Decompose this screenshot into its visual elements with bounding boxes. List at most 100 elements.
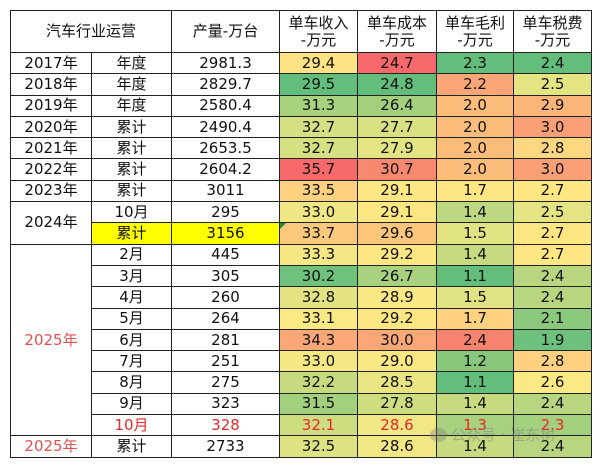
year-cell: 2020年 [10,115,92,139]
tax-cell: 2.7 [513,243,592,266]
table-row: 2025年 2月 445 33.3 29.2 1.4 2.7 [10,243,592,437]
tax-cell: 2.7 [513,222,592,245]
margin-cell: 2.0 [436,94,514,117]
production-cell: 2981.3 [171,51,280,75]
revenue-cell: 32.2 [279,371,358,394]
period-cell: 年度 [91,73,172,96]
margin-cell: 1.1 [436,264,514,288]
margin-cell: 1.7 [436,307,514,330]
tax-cell: 3.0 [513,158,592,181]
margin-cell: 1.4 [436,201,514,224]
year-cell: 2025年 [10,243,92,437]
margin-cell: 1.4 [436,243,514,266]
margin-cell: 1.3 [436,414,514,437]
tax-cell: 2.9 [513,94,592,117]
period-cell: 累计 [91,435,172,458]
year-cell: 2019年 [10,94,92,117]
year-cell: 2017年 [10,51,92,75]
cost-cell: 29.0 [357,350,437,373]
tax-cell: 2.1 [513,307,592,330]
revenue-cell: 29.5 [279,73,358,96]
tax-cell: 2.3 [513,414,592,437]
period-cell: 累计 [91,179,172,203]
cost-cell: 29.2 [357,307,437,330]
table-row: 2022年 累计 2604.2 35.7 30.7 2.0 3.0 [10,158,592,181]
revenue-cell: 32.8 [279,286,358,309]
table-row: 2024年 10月 295 33.0 29.1 1.4 2.5 [10,201,592,245]
cost-cell: 28.5 [357,371,437,394]
production-cell: 2733 [171,435,280,458]
revenue-cell: 32.5 [279,435,358,458]
cost-cell: 29.6 [357,222,437,245]
revenue-cell: 33.0 [279,350,358,373]
tax-cell: 2.4 [513,286,592,309]
tax-cell: 2.4 [513,435,592,458]
year-cell: 2022年 [10,158,92,181]
table-row: 4月 260 32.8 28.9 1.5 2.4 [11,286,592,309]
production-cell: 2580.4 [171,94,280,117]
revenue-cell: 33.0 [279,201,358,224]
production-cell: 328 [171,414,280,437]
tax-cell: 2.8 [513,350,592,373]
production-cell: 2829.7 [171,73,280,96]
cost-cell: 26.7 [357,264,437,288]
table-row: 9月 323 31.5 27.8 1.4 2.4 [11,392,592,416]
period-cell: 年度 [91,94,172,117]
header-tax: 单车税费 -万元 [513,10,592,53]
cost-cell: 30.0 [357,328,437,352]
margin-cell: 1.5 [436,286,514,309]
tax-cell: 2.4 [513,264,592,288]
header-revenue: 单车收入 -万元 [279,10,358,53]
revenue-cell: 32.7 [279,115,358,139]
revenue-cell: 35.7 [279,158,358,181]
cost-cell: 29.2 [357,243,437,266]
tax-cell: 2.5 [513,73,592,96]
period-cell: 3月 [91,264,172,288]
production-cell: 323 [171,392,280,416]
production-cell: 305 [171,264,280,288]
header-production: 产量-万台 [171,10,280,53]
period-cell: 累计 [91,137,172,160]
year-cell: 2025年 [10,435,92,458]
table-row: 5月 264 33.1 29.2 1.7 2.1 [11,307,592,330]
revenue-cell: 31.5 [279,392,358,416]
period-cell: 8月 [91,371,172,394]
tax-cell: 2.4 [513,392,592,416]
period-cell: 4月 [91,286,172,309]
year-cell: 2021年 [10,137,92,160]
production-cell: 295 [171,201,280,224]
period-cell: 2月 [91,243,172,266]
production-cell: 2653.5 [171,137,280,160]
cost-cell: 30.7 [357,158,437,181]
table-row: 8月 275 32.2 28.5 1.1 2.6 [11,371,592,394]
table-row: 2019年 年度 2580.4 31.3 26.4 2.0 2.9 [10,94,592,117]
cost-cell: 26.4 [357,94,437,117]
revenue-cell: 32.1 [279,414,358,437]
cost-cell: 24.7 [357,51,437,75]
cost-cell: 28.9 [357,286,437,309]
cost-cell: 29.1 [357,179,437,203]
tax-cell: 2.8 [513,137,592,160]
revenue-cell: 33.7 [279,222,358,245]
header-row: 汽车行业运营 产量-万台 单车收入 -万元 单车成本 -万元 单车毛利 -万元 单车税… [10,10,592,53]
margin-cell: 1.1 [436,371,514,394]
margin-cell: 2.0 [436,137,514,160]
table-row: 2017年 年度 2981.3 29.4 24.7 2.3 2.4 [10,51,592,75]
margin-cell: 2.2 [436,73,514,96]
production-cell: 281 [171,328,280,352]
tax-cell: 2.5 [513,201,592,224]
cost-cell: 28.6 [357,414,437,437]
table-row: 累计 3156 33.7 29.6 1.5 2.7 [11,222,592,245]
revenue-cell: 32.7 [279,137,358,160]
revenue-cell: 33.1 [279,307,358,330]
margin-cell: 1.2 [436,350,514,373]
table-row: 2018年 年度 2829.7 29.5 24.8 2.2 2.5 [10,73,592,96]
table-row: 2023年 累计 3011 33.5 29.1 1.7 2.7 [10,179,592,203]
production-cell: 275 [171,371,280,394]
margin-cell: 1.7 [436,179,514,203]
period-cell: 5月 [91,307,172,330]
production-cell: 2490.4 [171,115,280,139]
production-cell: 251 [171,350,280,373]
cost-cell: 29.1 [357,201,437,224]
period-cell: 10月 [91,201,172,224]
